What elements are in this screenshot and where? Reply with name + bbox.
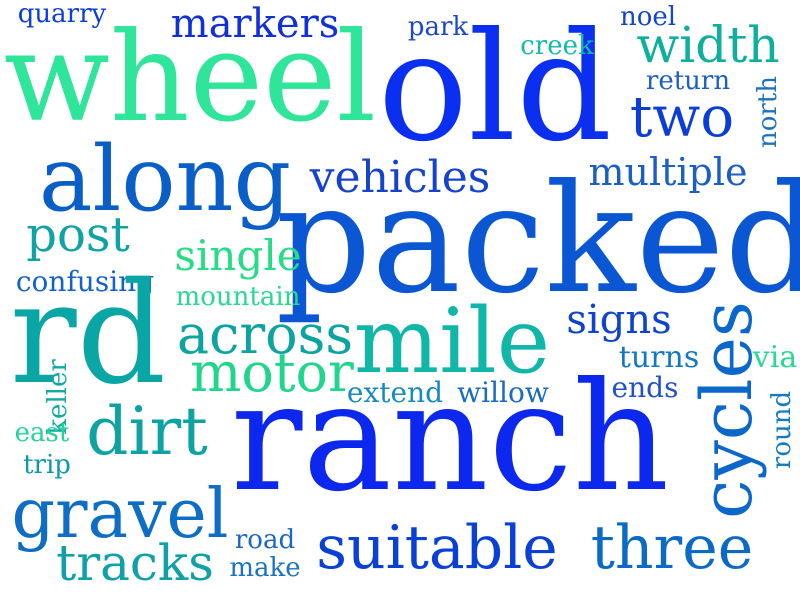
word-ranch: ranch xyxy=(230,351,670,525)
word-rd: rd xyxy=(9,253,167,416)
word-three: three xyxy=(590,513,754,583)
word-wheel: wheel xyxy=(3,6,377,150)
word-extend: extend xyxy=(346,376,444,409)
word-return: return xyxy=(645,66,731,96)
word-quarry: quarry xyxy=(17,0,107,29)
word-single: single xyxy=(174,231,302,280)
word-east: east xyxy=(14,418,70,448)
word-multiple: multiple xyxy=(588,150,748,194)
word-park: park xyxy=(407,12,469,42)
word-gravel: gravel xyxy=(11,475,229,554)
word-road: road xyxy=(234,525,296,555)
word-make: make xyxy=(229,553,301,583)
word-width: width xyxy=(636,16,780,74)
word-packed: packed xyxy=(275,153,800,327)
word-old: old xyxy=(377,1,613,175)
word-noel: noel xyxy=(619,2,677,32)
word-turns: turns xyxy=(618,340,700,375)
word-mile: mile xyxy=(353,289,551,394)
word-ends: ends xyxy=(611,371,679,404)
word-suitable: suitable xyxy=(316,513,558,583)
word-along: along xyxy=(38,127,292,232)
word-markers: markers xyxy=(170,1,340,47)
word-confusing: confusing xyxy=(15,265,155,298)
word-via: via xyxy=(752,340,798,375)
word-across: across xyxy=(176,303,354,366)
word-two: two xyxy=(629,85,735,150)
word-willow: willow xyxy=(457,376,549,409)
word-tracks: tracks xyxy=(56,534,214,592)
word-round: round xyxy=(767,390,797,470)
word-cycles: cycles xyxy=(686,301,768,519)
word-mountain: mountain xyxy=(175,282,301,312)
word-north: north xyxy=(753,75,783,149)
word-vehicles: vehicles xyxy=(309,152,491,203)
word-post: post xyxy=(26,207,130,263)
word-trip: trip xyxy=(23,450,71,480)
word-dirt: dirt xyxy=(86,393,208,470)
word-creek: creek xyxy=(520,31,594,61)
word-signs: signs xyxy=(566,297,672,343)
word-motor: motor xyxy=(190,341,354,404)
